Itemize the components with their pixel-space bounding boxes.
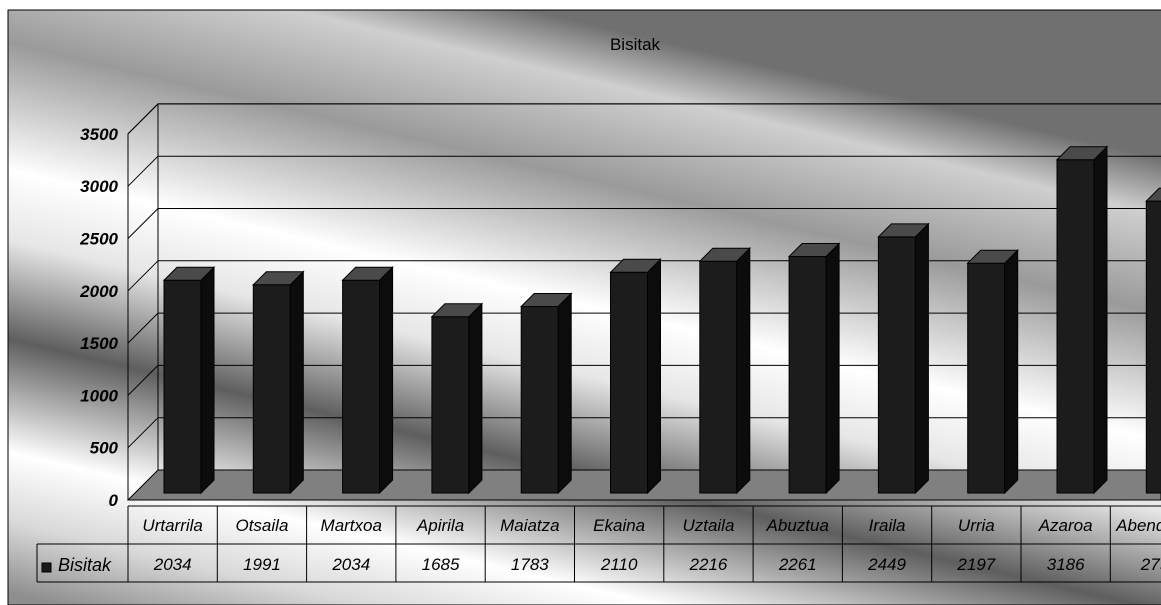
data-label: 1783 <box>511 555 549 574</box>
bar-top <box>341 266 394 281</box>
bar-front <box>163 279 202 494</box>
bar-front <box>967 262 1006 494</box>
gridline-diagonal <box>127 260 159 292</box>
bar-front <box>431 316 470 494</box>
category-label: Abenduba <box>1115 516 1161 535</box>
y-tick-label: 1500 <box>80 334 118 353</box>
bar-side <box>736 246 751 495</box>
bar <box>787 242 841 495</box>
bar-side <box>914 222 929 495</box>
bar <box>341 266 394 495</box>
bar <box>430 302 484 495</box>
bar <box>1055 145 1109 495</box>
bar-top <box>162 266 216 281</box>
bar-top <box>609 258 662 273</box>
bar-side <box>557 292 572 495</box>
category-label: Urtarrila <box>142 516 202 535</box>
bar-top <box>252 271 305 286</box>
category-label: Otsaila <box>235 516 288 535</box>
bar-side <box>647 258 661 495</box>
data-label: 2261 <box>778 555 817 574</box>
data-label: 279 <box>1140 555 1161 574</box>
data-label: 3186 <box>1047 555 1085 574</box>
bar-top <box>1055 146 1109 161</box>
bar <box>162 266 216 495</box>
bar-side <box>200 266 215 495</box>
category-label: Apirila <box>416 516 464 535</box>
bar-front <box>877 236 916 494</box>
category-label: Maiatza <box>500 516 560 535</box>
data-label: 2449 <box>867 555 906 574</box>
gridline-diagonal <box>127 155 159 187</box>
category-label: Martxoa <box>321 516 382 535</box>
bar <box>609 258 662 495</box>
bar-front <box>788 255 827 494</box>
data-table: Urtarrila Otsaila Martxoa Apirila Maiatza Eka… <box>36 505 1161 583</box>
gridline-diagonal <box>127 365 159 396</box>
gridline-diagonal <box>127 208 159 239</box>
bar <box>877 222 930 495</box>
bar-top <box>519 292 573 307</box>
bar-side <box>379 266 394 495</box>
y-axis: 0 500 1000 1500 2000 2500 3000 3500 <box>79 125 118 510</box>
data-label: 1991 <box>243 555 281 574</box>
bar-front <box>252 284 291 494</box>
data-label: 2197 <box>956 555 995 574</box>
y-tick-label: 3500 <box>80 125 118 144</box>
bar-top <box>698 247 752 262</box>
bar-side <box>1093 145 1108 495</box>
chart-title: Bisitak <box>609 35 661 54</box>
category-label: Azaroa <box>1038 516 1093 535</box>
data-label: 2034 <box>153 555 192 574</box>
data-label: 1685 <box>422 555 460 574</box>
category-label: Iraila <box>869 516 906 535</box>
bar-front <box>342 279 381 494</box>
y-tick-label: 0 <box>109 491 119 510</box>
bar-front <box>610 271 648 494</box>
gridline-diagonal <box>127 312 159 344</box>
gridline-diagonal <box>127 103 159 135</box>
category-label: Urria <box>958 516 995 535</box>
bar <box>698 246 752 495</box>
bar-side <box>1004 248 1019 495</box>
bar <box>519 292 573 495</box>
bars <box>162 145 1161 495</box>
data-label: 2216 <box>689 555 728 574</box>
bar <box>252 270 305 495</box>
y-tick-label: 1000 <box>80 386 118 405</box>
y-tick-label: 2000 <box>79 282 118 301</box>
bar-side <box>468 302 483 495</box>
category-label: Abuztua <box>766 516 829 535</box>
y-tick-label: 2500 <box>79 230 118 249</box>
data-label: 2110 <box>600 555 638 574</box>
category-label: Ekaina <box>593 516 645 535</box>
bar-top <box>430 303 484 318</box>
y-tick-label: 500 <box>90 439 119 458</box>
y-tick-label: 3000 <box>80 177 118 196</box>
bar-top <box>1145 187 1161 202</box>
series-label: Bisitak <box>58 555 112 575</box>
bar <box>1145 187 1161 494</box>
bar-front <box>1145 200 1161 494</box>
bar <box>966 248 1019 495</box>
category-label: Uztaila <box>682 516 734 535</box>
legend-key <box>41 562 52 573</box>
bar-front <box>699 260 738 494</box>
bar-front <box>520 305 559 494</box>
gridline-diagonal <box>127 417 159 449</box>
data-label: 2034 <box>331 555 370 574</box>
bar-side <box>289 270 304 495</box>
bar-side <box>825 242 840 495</box>
bar-top <box>877 223 930 238</box>
bar-front <box>1056 159 1095 494</box>
bar-top <box>966 249 1019 264</box>
bar-top <box>787 242 841 257</box>
